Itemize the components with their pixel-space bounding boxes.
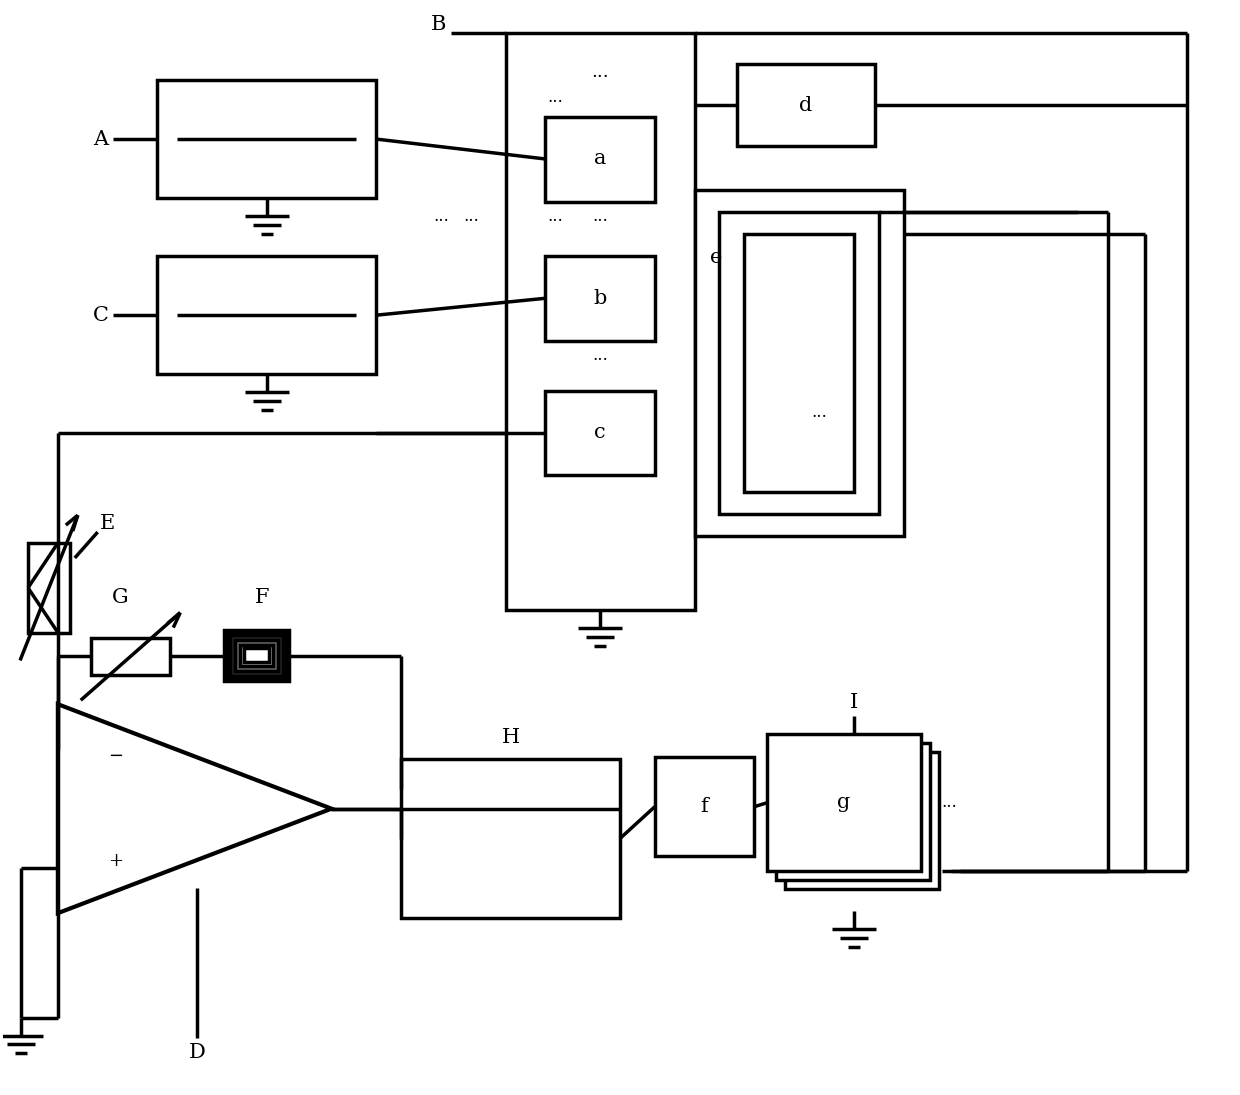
Text: B: B — [432, 15, 446, 34]
Bar — [401, 759, 620, 918]
Text: H: H — [501, 727, 520, 747]
Text: a: a — [594, 150, 606, 169]
Bar — [776, 744, 930, 880]
Text: A: A — [93, 129, 108, 149]
Bar — [239, 645, 273, 667]
Text: g: g — [837, 793, 851, 812]
Bar — [785, 752, 940, 889]
Text: c: c — [594, 423, 606, 442]
Bar — [546, 256, 655, 341]
Text: ...: ... — [941, 794, 957, 811]
Text: −: − — [108, 747, 123, 765]
Text: e: e — [711, 247, 723, 267]
Bar — [234, 639, 278, 671]
Bar — [157, 80, 376, 198]
Text: F: F — [254, 588, 269, 608]
Text: I: I — [849, 693, 858, 712]
Text: ...: ... — [593, 347, 608, 365]
Text: ...: ... — [811, 404, 827, 422]
Text: ...: ... — [463, 208, 479, 226]
Text: ...: ... — [593, 208, 608, 226]
Bar — [744, 233, 854, 493]
Bar — [244, 648, 269, 662]
Bar — [694, 189, 904, 537]
Bar — [546, 391, 655, 475]
Bar — [229, 635, 283, 677]
Bar — [768, 734, 921, 872]
Bar — [29, 543, 69, 633]
Text: ...: ... — [433, 208, 449, 226]
Bar — [157, 256, 376, 373]
Text: f: f — [701, 797, 708, 816]
Text: ...: ... — [547, 208, 563, 226]
Text: G: G — [113, 588, 129, 608]
Bar — [655, 757, 754, 856]
Text: b: b — [594, 289, 606, 308]
Bar — [91, 637, 170, 676]
Bar — [719, 211, 879, 515]
Text: ...: ... — [591, 64, 609, 81]
Text: d: d — [800, 95, 812, 115]
Text: +: + — [108, 852, 123, 871]
Text: E: E — [100, 514, 115, 532]
Text: ...: ... — [547, 89, 563, 106]
Bar — [546, 117, 655, 201]
Bar — [224, 630, 289, 681]
Bar — [506, 33, 694, 610]
Bar — [738, 65, 874, 146]
Text: C: C — [93, 306, 109, 325]
Text: D: D — [188, 1042, 206, 1062]
